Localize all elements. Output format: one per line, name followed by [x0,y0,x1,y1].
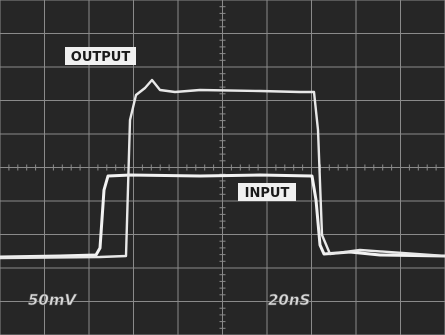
output-label-box [65,47,136,65]
output-label: OUTPUT [71,50,131,65]
output-trace [0,78,445,260]
input-label: INPUT [245,186,290,201]
input-label-box [238,183,296,201]
volts-per-div: 50mV [28,291,78,309]
time-per-div: 20nS [268,291,310,309]
